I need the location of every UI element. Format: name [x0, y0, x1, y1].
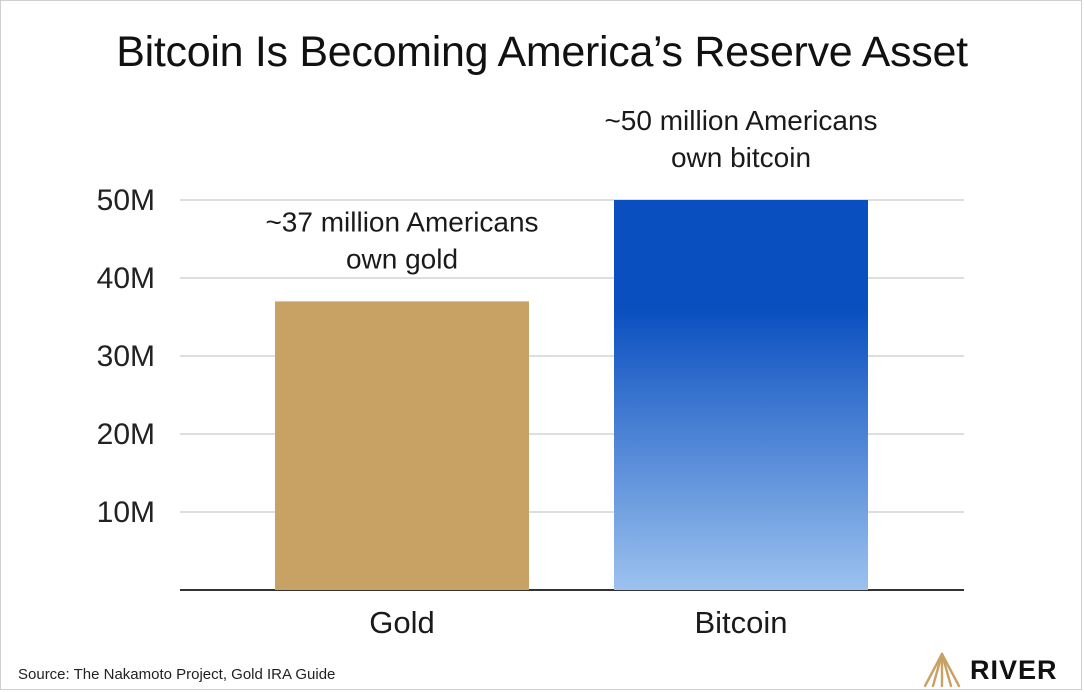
y-tick-label: 10M: [97, 496, 155, 529]
x-category-label: Bitcoin: [694, 605, 787, 640]
y-tick-label: 30M: [97, 340, 155, 373]
bar-annotations: ~37 million Americans own gold ~50 million…: [265, 105, 877, 274]
x-axis-categories: Gold Bitcoin: [369, 605, 787, 640]
bar-bitcoin: [614, 200, 868, 590]
river-logo-text: RIVER: [970, 654, 1058, 685]
y-tick-label: 20M: [97, 418, 155, 451]
bar-annotation-gold: own gold: [346, 243, 458, 274]
y-axis-ticks: 10M 20M 30M 40M 50M: [97, 184, 155, 529]
river-logo: RIVER: [922, 650, 1058, 690]
y-tick-label: 50M: [97, 184, 155, 217]
bar-annotation-bitcoin: own bitcoin: [671, 142, 811, 173]
source-note: Source: The Nakamoto Project, Gold IRA G…: [18, 666, 336, 683]
y-tick-label: 40M: [97, 262, 155, 295]
chart-title: Bitcoin Is Becoming America’s Reserve As…: [116, 28, 968, 76]
bar-chart: 10M 20M 30M 40M 50M ~37 million Americans own…: [97, 105, 964, 640]
bars: [275, 200, 868, 590]
bar-annotation-bitcoin: ~50 million Americans: [604, 105, 877, 136]
bar-gold: [275, 301, 529, 590]
river-logo-icon: [923, 652, 961, 688]
x-category-label: Gold: [369, 605, 434, 640]
bar-annotation-gold: ~37 million Americans: [265, 206, 538, 237]
